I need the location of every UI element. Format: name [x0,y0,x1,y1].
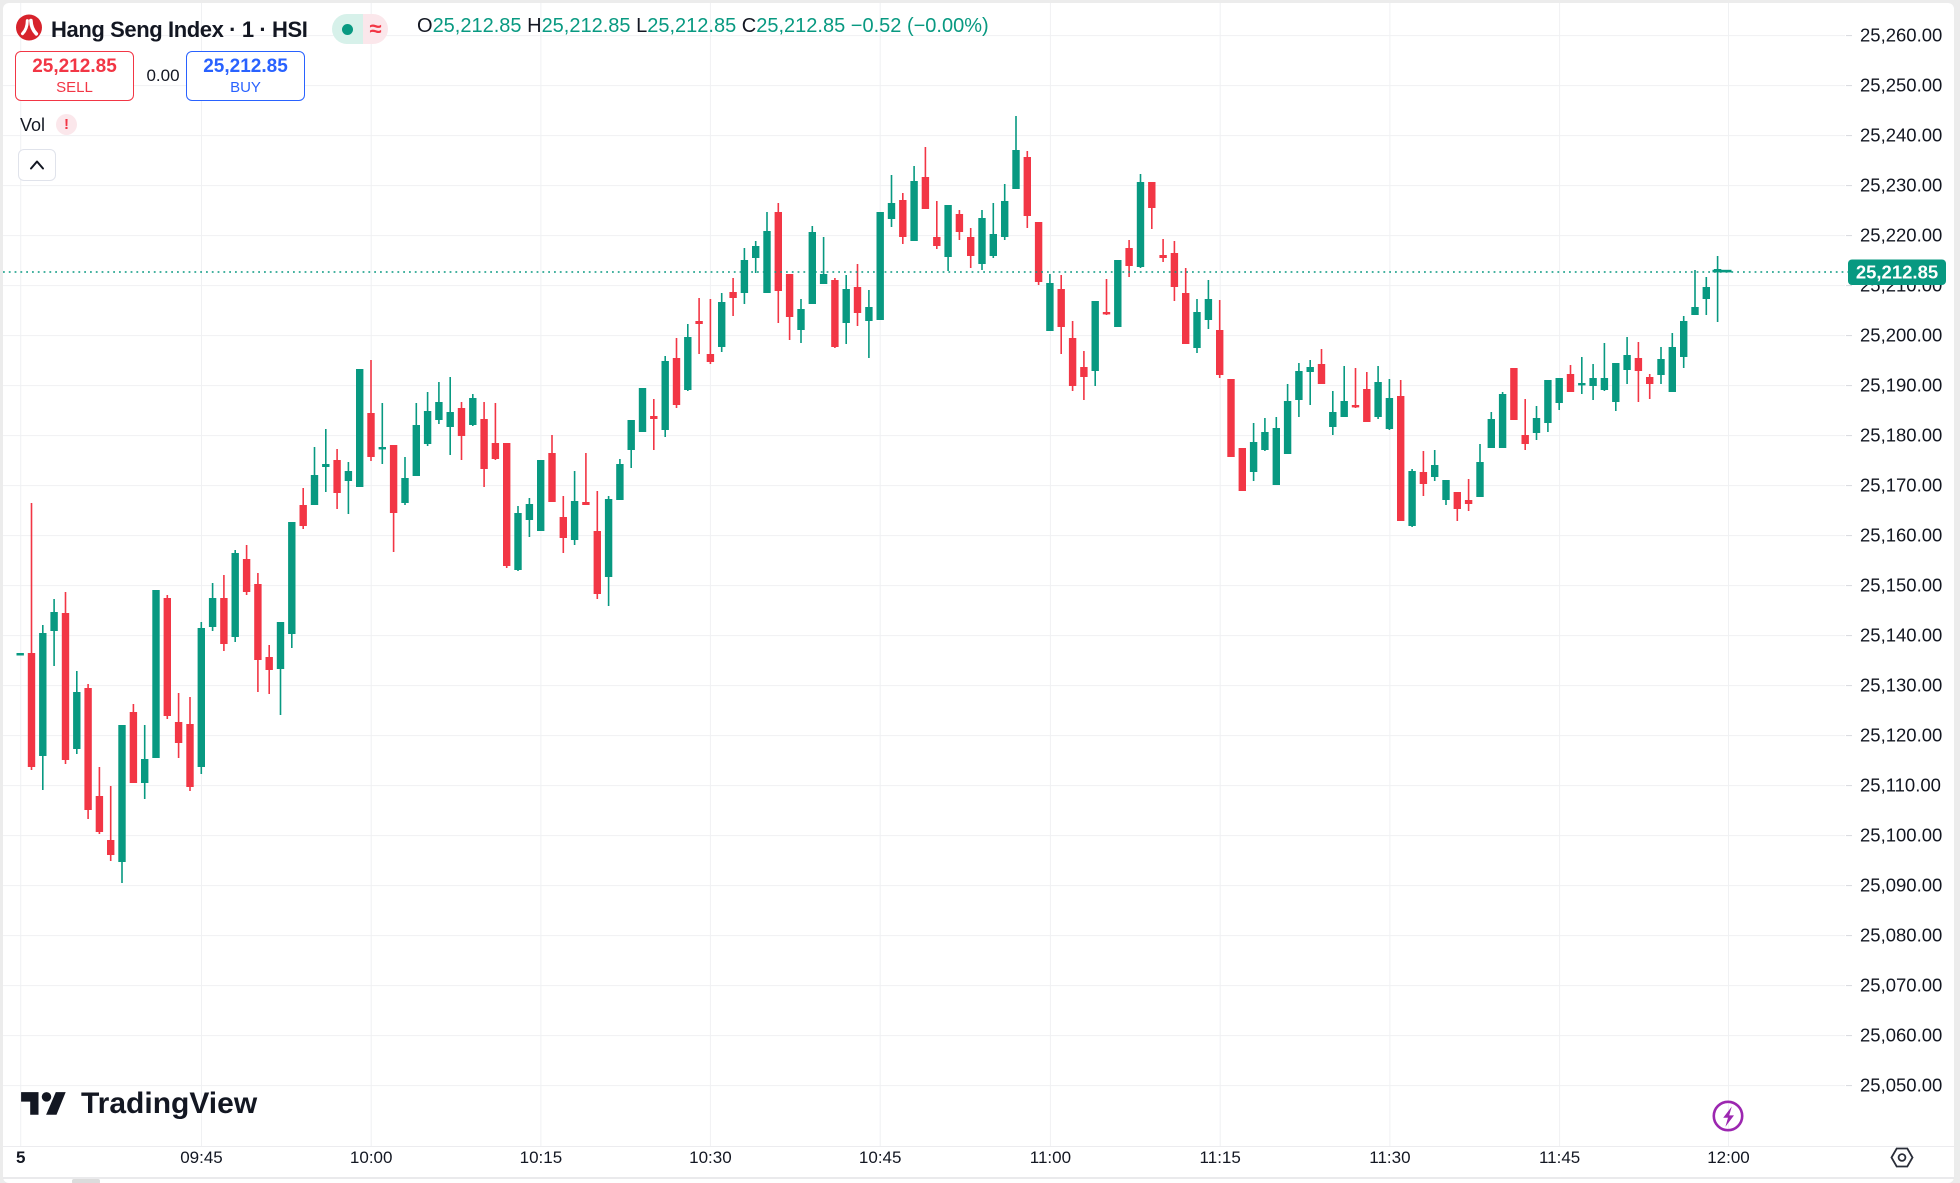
svg-text:10:15: 10:15 [520,1148,563,1167]
svg-text:25,240.00: 25,240.00 [1860,125,1942,146]
svg-text:11:00: 11:00 [1030,1148,1071,1167]
svg-text:25,120.00: 25,120.00 [1860,725,1942,746]
svg-text:25,150.00: 25,150.00 [1860,575,1942,596]
svg-text:25,160.00: 25,160.00 [1860,525,1942,546]
svg-text:10:30: 10:30 [689,1148,732,1167]
svg-text:25,100.00: 25,100.00 [1860,825,1942,846]
svg-text:25,080.00: 25,080.00 [1860,925,1942,946]
svg-text:25,250.00: 25,250.00 [1860,75,1942,96]
svg-text:25,230.00: 25,230.00 [1860,175,1942,196]
svg-text:10:00: 10:00 [350,1148,393,1167]
svg-text:25,170.00: 25,170.00 [1860,475,1942,496]
svg-text:11:15: 11:15 [1200,1148,1241,1167]
svg-text:25,220.00: 25,220.00 [1860,225,1942,246]
svg-text:25,200.00: 25,200.00 [1860,325,1942,346]
svg-text:25,190.00: 25,190.00 [1860,375,1942,396]
svg-text:25,180.00: 25,180.00 [1860,425,1942,446]
svg-text:25,060.00: 25,060.00 [1860,1025,1942,1046]
svg-text:12:00: 12:00 [1707,1148,1750,1167]
svg-text:25,212.85: 25,212.85 [1856,262,1938,283]
svg-text:11:45: 11:45 [1539,1148,1580,1167]
svg-text:25,090.00: 25,090.00 [1860,875,1942,896]
svg-text:25,050.00: 25,050.00 [1860,1075,1942,1096]
svg-text:10:45: 10:45 [859,1148,902,1167]
svg-text:25,110.00: 25,110.00 [1860,775,1941,796]
svg-text:11:30: 11:30 [1369,1148,1410,1167]
svg-text:25,070.00: 25,070.00 [1860,975,1942,996]
svg-text:09:45: 09:45 [180,1148,223,1167]
svg-text:5: 5 [16,1148,25,1167]
svg-text:25,130.00: 25,130.00 [1860,675,1942,696]
svg-text:25,140.00: 25,140.00 [1860,625,1942,646]
svg-text:25,260.00: 25,260.00 [1860,25,1942,46]
